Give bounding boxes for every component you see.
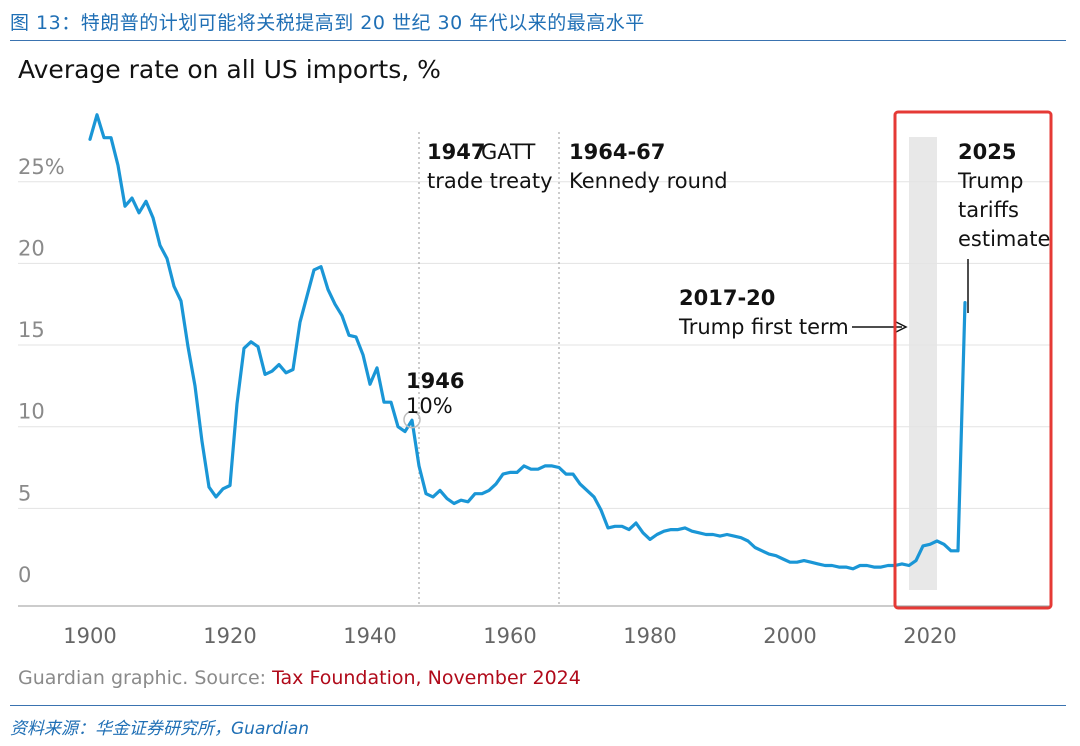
tariffs-2025-year: 2025 (958, 140, 1016, 164)
y-tick-label: 25% (18, 155, 65, 179)
trump-first-term-band (909, 137, 937, 590)
y-tick-label: 10 (18, 400, 45, 424)
y-tick-label: 15 (18, 318, 45, 342)
highlight-1946-marker (403, 410, 421, 429)
highlight-box (893, 110, 1053, 610)
figure-caption: 图 13：特朗普的计划可能将关税提高到 20 世纪 30 年代以来的最高水平 (10, 12, 645, 34)
kennedy-annotation-desc: Kennedy round (569, 169, 728, 193)
footnote: 资料来源：华金证券研究所，Guardian (10, 719, 310, 739)
x-tick-label: 1960 (483, 624, 536, 648)
x-tick-label: 1900 (63, 624, 116, 648)
annotation-1946-value: 10% (406, 394, 453, 418)
arrow-head-icon (895, 321, 908, 333)
trump-first-term-label: Trump first term (678, 315, 849, 339)
annotation-1946-year: 1946 (406, 369, 464, 393)
kennedy-annotation-year: 1964-67 (569, 140, 665, 164)
tariffs-2025-label: Trump (957, 169, 1023, 193)
tariff-series-line (88, 113, 967, 571)
x-tick-label: 1940 (343, 624, 396, 648)
caption-rule (10, 40, 1066, 41)
chart-title: Average rate on all US imports, % (18, 55, 441, 84)
source-link[interactable]: Tax Foundation, November 2024 (272, 667, 581, 689)
gatt-annotation-desc: trade treaty (427, 169, 553, 193)
y-tick-label: 20 (18, 236, 45, 260)
y-tick-label: 0 (18, 563, 31, 587)
x-tick-label: 1920 (203, 624, 256, 648)
x-tick-label: 1980 (623, 624, 676, 648)
tariffs-2025-label: tariffs (958, 198, 1019, 222)
footer-rule (10, 705, 1066, 706)
source-prefix: Guardian graphic. Source: (18, 667, 273, 689)
y-tick-label: 5 (18, 481, 31, 505)
x-tick-label: 2000 (763, 624, 816, 648)
gatt-annotation-name: GATT (481, 140, 535, 164)
x-tick-label: 2020 (903, 624, 956, 648)
tariffs-2025-label: estimate (958, 227, 1050, 251)
trump-first-term-year: 2017-20 (679, 286, 775, 310)
gatt-annotation-year: 1947 (427, 140, 485, 164)
source-note: Guardian graphic. Source: Tax Foundation… (18, 667, 581, 689)
